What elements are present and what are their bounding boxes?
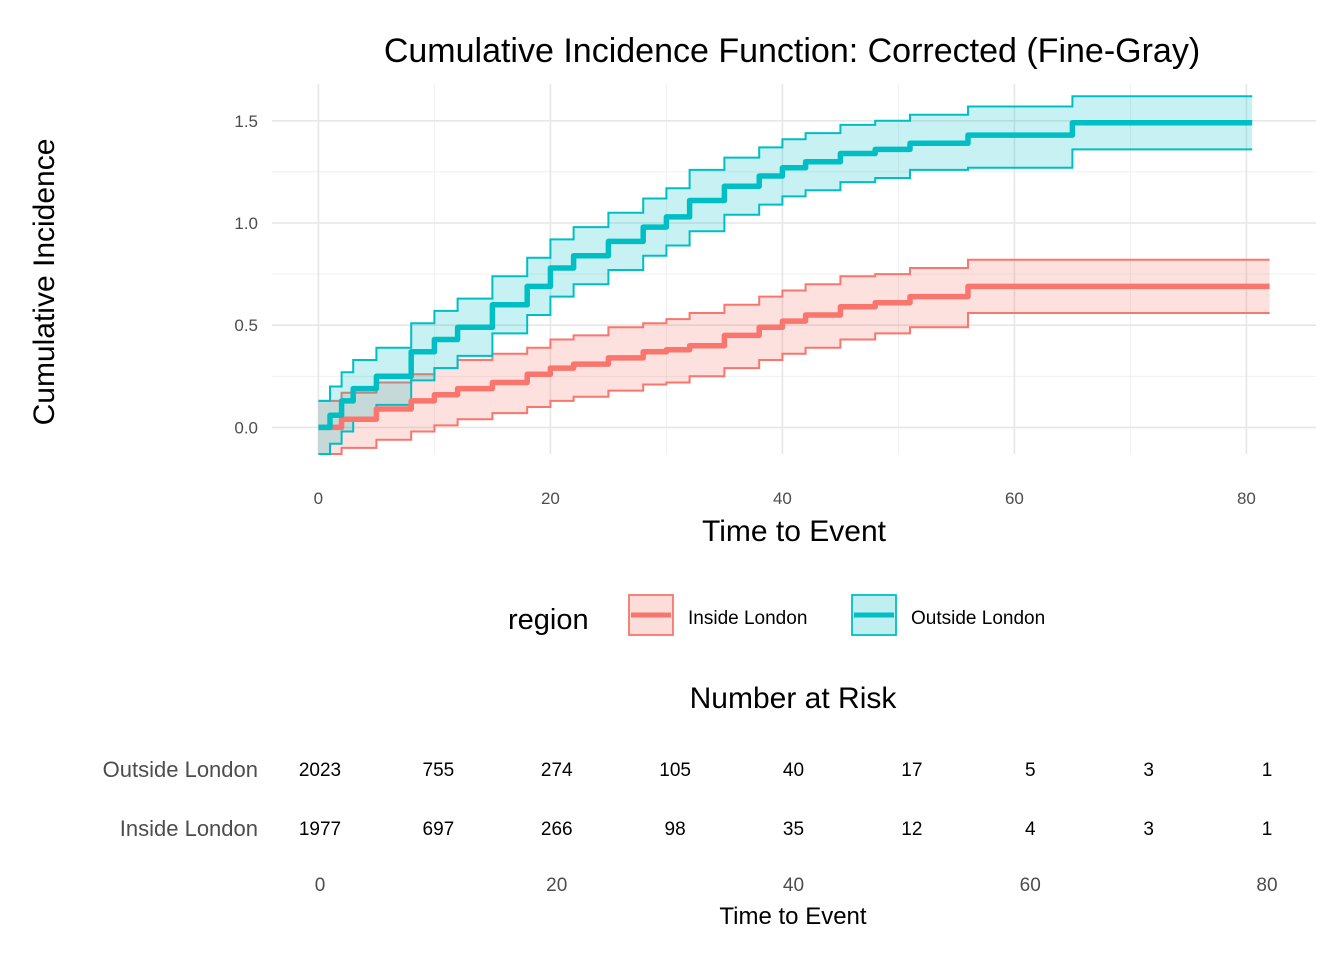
lower-bound-outside-london: [318, 148, 1253, 455]
legend-label-inside-london: Inside London: [688, 608, 807, 629]
risk-cell-inside-london: 35: [783, 819, 804, 840]
y-tick-label: 1.0: [234, 214, 258, 233]
risk-table-x-title: Time to Event: [719, 903, 866, 930]
y-tick-label: 0.0: [234, 418, 258, 437]
confidence-band-inside-london: [318, 259, 1270, 454]
risk-x-tick-label: 20: [546, 875, 567, 896]
risk-row-label-inside-london: Inside London: [120, 816, 258, 841]
y-tick-label: 0.5: [234, 316, 258, 335]
risk-x-tick-label: 0: [315, 875, 326, 896]
confidence-bands: [318, 95, 1270, 455]
risk-cell-inside-london: 1977: [299, 819, 341, 840]
x-tick-label: 40: [773, 489, 792, 508]
risk-x-tick-label: 60: [1020, 875, 1041, 896]
risk-x-tick-label: 40: [783, 875, 804, 896]
x-tick-label: 80: [1237, 489, 1256, 508]
risk-cell-inside-london: 3: [1143, 819, 1154, 840]
risk-cell-outside-london: 105: [659, 760, 691, 781]
x-tick-label: 0: [314, 489, 323, 508]
risk-cell-outside-london: 755: [423, 760, 455, 781]
chart-title: Cumulative Incidence Function: Corrected…: [384, 32, 1200, 70]
lower-bound-inside-london: [318, 312, 1270, 455]
risk-x-tick-label: 80: [1256, 875, 1277, 896]
y-axis-title: Cumulative Incidence: [28, 139, 61, 426]
risk-cell-outside-london: 5: [1025, 760, 1036, 781]
risk-cell-outside-london: 3: [1143, 760, 1154, 781]
legend-label-outside-london: Outside London: [911, 608, 1045, 629]
x-tick-label: 20: [541, 489, 560, 508]
y-tick-label: 1.5: [234, 112, 258, 131]
risk-cell-inside-london: 98: [665, 819, 686, 840]
risk-cell-inside-london: 266: [541, 819, 573, 840]
plot-grid: [272, 84, 1316, 454]
x-axis-ticks: 0 20 40 60 80: [314, 489, 1256, 508]
risk-cell-outside-london: 2023: [299, 760, 341, 781]
risk-row-label-outside-london: Outside London: [103, 757, 258, 782]
x-axis-title: Time to Event: [702, 515, 887, 548]
incidence-line-inside-london: [318, 283, 1270, 431]
risk-cell-outside-london: 17: [901, 760, 922, 781]
risk-table-title: Number at Risk: [690, 682, 898, 715]
risk-cell-outside-london: 1: [1262, 760, 1273, 781]
risk-cell-inside-london: 4: [1025, 819, 1036, 840]
risk-cell-inside-london: 12: [901, 819, 922, 840]
legend-item-outside-london: Outside London: [851, 594, 1045, 636]
risk-cell-inside-london: 1: [1262, 819, 1273, 840]
legend: region Inside London Outside London: [508, 594, 1045, 636]
upper-bound-outside-london: [318, 95, 1253, 402]
risk-cell-outside-london: 40: [783, 760, 804, 781]
incidence-line-outside-london: [318, 120, 1253, 431]
x-tick-label: 60: [1005, 489, 1024, 508]
legend-title: region: [508, 604, 589, 636]
risk-cell-inside-london: 697: [423, 819, 455, 840]
incidence-lines: [318, 120, 1270, 431]
risk-table: Outside London 2023 755 274 105 40 17 5 3 1Inside…: [103, 757, 1278, 896]
y-axis-ticks: 0.0 0.5 1.0 1.5: [234, 112, 258, 438]
risk-cell-outside-london: 274: [541, 760, 573, 781]
legend-item-inside-london: Inside London: [628, 594, 807, 636]
